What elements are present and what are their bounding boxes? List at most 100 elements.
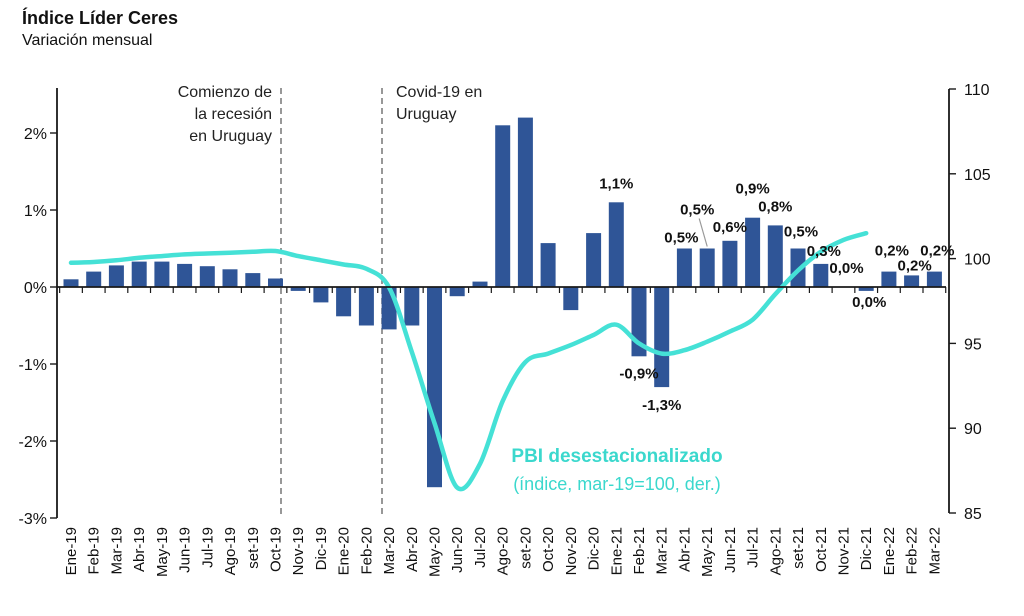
month-label-Feb-22: Feb-22: [904, 527, 921, 575]
bar-Jun-21: [722, 240, 738, 287]
bar-label-Abr-21: 0,5%: [664, 230, 698, 247]
bar-label-Jun-21: 0,6%: [713, 219, 747, 236]
right-axis-tick-100: 100: [964, 252, 991, 269]
bar-label-May-21: 0,5%: [680, 202, 714, 219]
month-label-Mar-21: Mar-21: [654, 527, 671, 575]
month-label-Jun-21: Jun-21: [722, 527, 739, 573]
right-axis-tick-95: 95: [964, 336, 982, 353]
bar-Jun-20: [449, 287, 465, 297]
bar-Oct-20: [540, 243, 556, 287]
month-label-Ene-21: Ene-21: [608, 527, 625, 575]
month-label-Jun-19: Jun-19: [177, 527, 194, 573]
month-label-May-19: May-19: [154, 527, 171, 577]
bar-May-19: [154, 261, 170, 287]
bar-label-Ene-21: 1,1%: [599, 175, 633, 192]
month-label-Dic-20: Dic-20: [586, 527, 603, 570]
month-label-Feb-21: Feb-21: [631, 527, 648, 575]
bar-Jul-21: [745, 217, 761, 287]
month-label-Ene-22: Ene-22: [881, 527, 898, 575]
month-label-Nov-19: Nov-19: [290, 527, 307, 575]
left-axis-tick-0pct: 0%: [24, 280, 47, 297]
chart-title: Índice Líder Ceres: [22, 8, 179, 28]
month-label-Feb-19: Feb-19: [86, 527, 103, 575]
left-axis-tick-m1pct: -1%: [19, 357, 47, 374]
bar-Nov-19: [290, 287, 306, 291]
bar-May-20: [427, 287, 442, 488]
pbi-line-label: PBI desestacionalizado (índice, mar-19=1…: [511, 446, 722, 494]
bar-Dic-21: [858, 287, 874, 291]
month-label-Ago-19: Ago-19: [222, 527, 239, 575]
right-axis-tick-110: 110: [964, 82, 990, 99]
bar-Ene-20: [336, 287, 352, 317]
recession-annotation-line3: en Uruguay: [189, 128, 272, 145]
right-axis-tick-90: 90: [964, 421, 982, 438]
pbi-line-path: [68, 230, 869, 492]
month-label-May-20: May-20: [427, 527, 444, 577]
bar-Oct-21: [813, 263, 829, 287]
month-labels: Ene-19 Feb-19 Mar-19 Abr-19 May-19 Jun-19 Jul-…: [63, 527, 943, 577]
month-label-Abr-20: Abr-20: [404, 527, 421, 572]
chart-subtitle: Variación mensual: [22, 32, 153, 49]
month-label-Ene-19: Ene-19: [63, 527, 80, 575]
x-axis-ticks: [59, 287, 947, 293]
bar-Ago-21: [767, 225, 783, 287]
bar-Dic-20: [586, 233, 602, 287]
bar-Ago-19: [222, 269, 238, 287]
recession-annotation-line2: la recesión: [195, 106, 272, 123]
right-axis-tick-105: 105: [964, 167, 991, 184]
bar-Jun-19: [177, 263, 193, 287]
month-label-Feb-20: Feb-20: [358, 527, 375, 575]
bar-Dic-19: [313, 287, 329, 303]
left-axis-tick-m3pct: -3%: [19, 511, 47, 528]
bar-label-Mar-21: -1,3%: [642, 397, 681, 414]
bar-series: [63, 117, 942, 488]
month-label-set-21: set-21: [790, 527, 807, 569]
right-axis-tick-85: 85: [964, 506, 982, 523]
recession-annotation-line1: Comienzo de: [178, 84, 272, 101]
pbi-label-line1: PBI desestacionalizado: [511, 446, 722, 467]
right-axis: 110 105 100 95 90 85: [948, 82, 991, 523]
bar-Ene-19: [63, 279, 79, 287]
left-axis-tick-m2pct: -2%: [19, 434, 47, 451]
bar-label-Feb-21: -0,9%: [619, 365, 658, 382]
month-label-Abr-21: Abr-21: [676, 527, 693, 572]
month-label-Nov-20: Nov-20: [563, 527, 580, 575]
month-label-Jun-20: Jun-20: [449, 527, 466, 573]
bar-Abr-19: [131, 261, 147, 287]
pbi-label-line2: (índice, mar-19=100, der.): [513, 474, 721, 494]
bar-Mar-21: [654, 287, 670, 388]
bar-Abr-20: [404, 287, 420, 326]
month-label-Dic-21: Dic-21: [858, 527, 875, 570]
bar-Jul-20: [472, 281, 488, 287]
bar-Feb-19: [86, 271, 102, 287]
pbi-line-series: [68, 230, 869, 492]
left-axis: 2% 1% 0% -1% -2% -3%: [19, 88, 58, 528]
bar-Oct-19: [268, 278, 283, 287]
bar-label-Nov-21: 0,0%: [829, 260, 863, 277]
bar-label-Ago-21: 0,8%: [758, 198, 792, 215]
bar-Jul-19: [199, 266, 215, 287]
month-label-Nov-21: Nov-21: [836, 527, 853, 575]
left-axis-tick-1pct: 1%: [24, 203, 47, 220]
bar-label-set-21: 0,5%: [784, 224, 818, 241]
bar-label-Jul-21: 0,9%: [735, 181, 769, 198]
bar-value-labels: 1,1%-0,9%-1,3%0,5%0,5%0,6%0,9%0,8%0,5%0,…: [599, 175, 954, 414]
bar-Feb-20: [358, 287, 374, 326]
bar-label-Oct-21: 0,3%: [807, 243, 841, 260]
covid-annotation-line2: Uruguay: [396, 106, 456, 123]
month-label-Dic-19: Dic-19: [313, 527, 330, 570]
bar-Nov-20: [563, 287, 579, 311]
month-label-Ene-20: Ene-20: [336, 527, 353, 575]
bar-May-21: [699, 248, 715, 287]
left-axis-tick-2pct: 2%: [24, 126, 47, 143]
bar-Mar-19: [108, 265, 124, 287]
month-label-Ago-21: Ago-21: [767, 527, 784, 575]
bar-set-19: [245, 273, 261, 287]
bar-label-Mar-22: 0,2%: [920, 243, 954, 260]
bar-Mar-22: [926, 271, 942, 287]
month-label-set-20: set-20: [517, 527, 534, 569]
month-label-Ago-20: Ago-20: [495, 527, 512, 575]
month-label-Oct-21: Oct-21: [813, 527, 830, 572]
